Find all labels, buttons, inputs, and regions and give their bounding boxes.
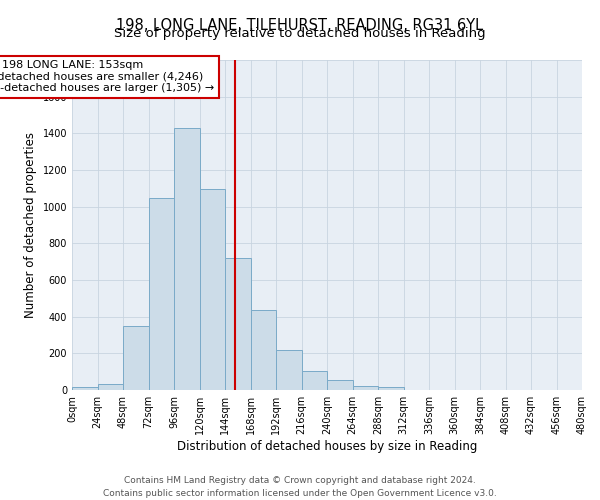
- Text: Contains HM Land Registry data © Crown copyright and database right 2024.
Contai: Contains HM Land Registry data © Crown c…: [103, 476, 497, 498]
- Bar: [72, 386, 97, 390]
- X-axis label: Distribution of detached houses by size in Reading: Distribution of detached houses by size …: [177, 440, 477, 452]
- Bar: [276, 350, 302, 390]
- Bar: [123, 326, 149, 390]
- Bar: [302, 371, 327, 390]
- Bar: [327, 380, 353, 390]
- Text: 198 LONG LANE: 153sqm
← 76% of detached houses are smaller (4,246)
23% of semi-d: 198 LONG LANE: 153sqm ← 76% of detached …: [0, 60, 214, 93]
- Bar: [199, 189, 225, 390]
- Bar: [378, 387, 404, 390]
- Bar: [97, 384, 123, 390]
- Y-axis label: Number of detached properties: Number of detached properties: [24, 132, 37, 318]
- Bar: [174, 128, 199, 390]
- Bar: [353, 386, 378, 390]
- Bar: [251, 310, 276, 390]
- Text: Size of property relative to detached houses in Reading: Size of property relative to detached ho…: [114, 28, 486, 40]
- Bar: [149, 198, 174, 390]
- Text: 198, LONG LANE, TILEHURST, READING, RG31 6YL: 198, LONG LANE, TILEHURST, READING, RG31…: [116, 18, 484, 32]
- Bar: [225, 258, 251, 390]
